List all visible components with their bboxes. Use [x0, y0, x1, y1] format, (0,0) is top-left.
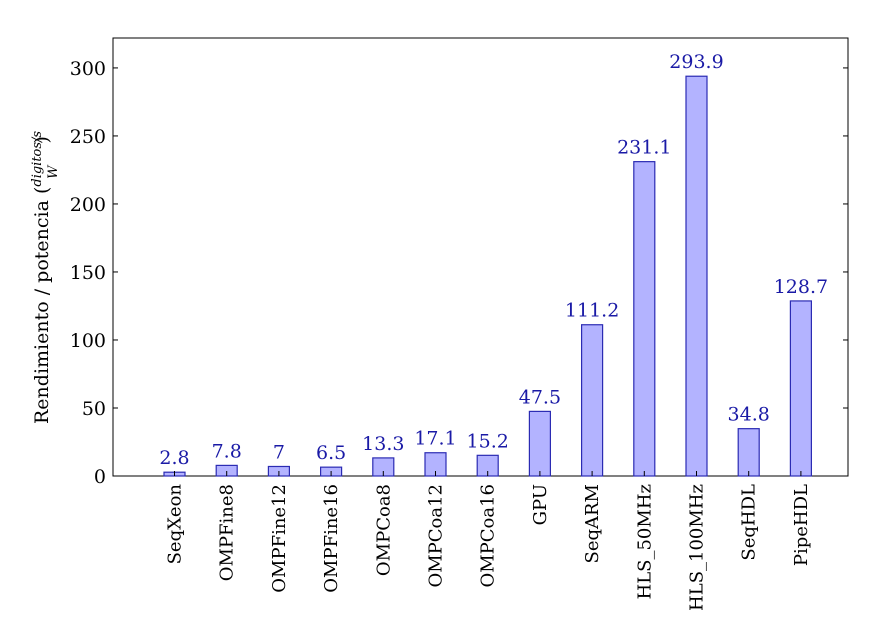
- x-tick-label: OMPFine8: [217, 484, 238, 581]
- data-label: 13.3: [362, 433, 404, 455]
- data-labels: 2.8 7.8 7 6.5 13.3 17.1 15.2 47.5 111.2 231.1 293.…: [159, 51, 828, 469]
- data-label: 17.1: [414, 428, 456, 450]
- bars: [163, 75, 813, 477]
- data-label: 231.1: [617, 137, 671, 159]
- y-axis: 0 50 100 150 200 250 300: [70, 58, 848, 488]
- y-axis-label-close: ): [31, 136, 53, 143]
- bar: [789, 300, 813, 477]
- data-label: 15.2: [467, 430, 509, 452]
- x-tick-label: PipeHDL: [791, 484, 812, 566]
- x-tick-label: HLS_100MHz: [687, 484, 708, 611]
- bar: [580, 324, 604, 477]
- x-tick-label: OMPFine12: [269, 484, 290, 593]
- y-tick-label: 300: [70, 58, 106, 80]
- bar: [528, 410, 552, 477]
- x-tick-label: OMPCoa16: [478, 484, 499, 588]
- x-tick-label: SeqHDL: [739, 484, 760, 561]
- y-tick-label: 0: [94, 466, 106, 488]
- x-tick-label: HLS_50MHz: [634, 484, 655, 600]
- y-tick-label: 200: [70, 194, 106, 216]
- data-label: 34.8: [728, 404, 770, 426]
- y-tick-label: 50: [82, 398, 106, 420]
- x-tick-label: OMPCoa12: [426, 484, 447, 588]
- y-axis-label: Rendimiento / potencia (digitos/sW): [30, 131, 61, 424]
- y-tick-label: 100: [70, 330, 106, 352]
- data-label: 111.2: [565, 300, 619, 322]
- x-tick-label: OMPCoa8: [373, 484, 394, 576]
- x-tick-label: GPU: [530, 484, 551, 525]
- y-axis-label-numerator: digitos/s: [30, 131, 45, 187]
- y-axis-label-denominator: W: [46, 164, 61, 179]
- data-label: 7.8: [212, 440, 242, 462]
- data-label: 7: [273, 441, 285, 463]
- x-tick-label: OMPFine16: [321, 484, 342, 593]
- y-tick-label: 250: [70, 126, 106, 148]
- y-tick-label: 150: [70, 262, 106, 284]
- bar: [737, 428, 760, 477]
- x-tick-label: SeqXeon: [165, 484, 186, 565]
- x-axis: SeqXeon OMPFine8 OMPFine12 OMPFine16 OMPCoa8…: [165, 471, 812, 611]
- data-label: 293.9: [669, 51, 723, 73]
- data-label: 6.5: [316, 442, 346, 464]
- bar: [685, 75, 708, 477]
- y-axis-label-text: Rendimiento / potencia (: [31, 187, 53, 424]
- bar: [633, 161, 656, 477]
- data-label: 47.5: [519, 386, 561, 408]
- data-label: 2.8: [159, 447, 189, 469]
- data-label: 128.7: [774, 276, 828, 298]
- x-tick-label: SeqARM: [582, 484, 603, 564]
